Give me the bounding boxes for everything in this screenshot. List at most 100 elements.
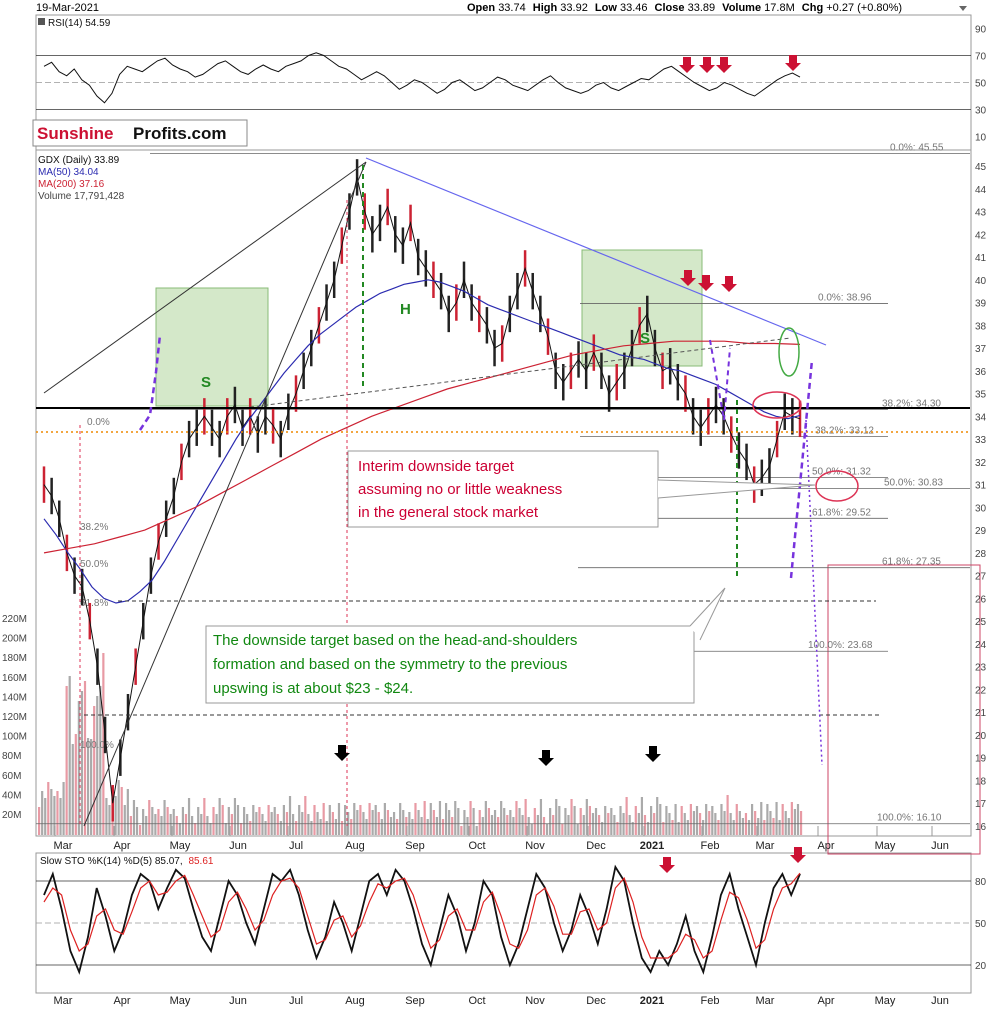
volume-bar <box>288 796 292 835</box>
volume-bar <box>555 799 558 835</box>
left-fib-label: 61.8% <box>80 598 108 609</box>
red-circle-target <box>815 470 859 502</box>
volume-bar <box>524 799 527 835</box>
red-circle-lows <box>752 391 802 419</box>
volume-bar <box>59 798 62 835</box>
high-value: 33.92 <box>560 2 588 14</box>
volume-bar <box>484 801 487 835</box>
volume-bar <box>542 817 546 835</box>
grid-lines <box>36 55 971 966</box>
volume-bar <box>570 799 573 835</box>
volume-bar <box>123 805 126 835</box>
volume-bar <box>417 810 420 835</box>
price-tick: 17 <box>975 799 987 810</box>
volume-bar <box>588 806 591 835</box>
left-fib-label: 100.0% <box>80 740 114 751</box>
volume-bar <box>38 807 41 835</box>
volume-bar <box>304 796 307 835</box>
sto-x-tick: Sep <box>405 995 425 1007</box>
volume-bar <box>224 823 227 835</box>
volume-bar <box>613 815 616 835</box>
sto-red-arrow <box>790 847 806 863</box>
volume-bar <box>86 738 90 835</box>
volume-bar <box>702 820 705 835</box>
volume-bar <box>135 807 139 835</box>
price-tick: 26 <box>975 594 987 605</box>
volume-bar <box>96 696 99 835</box>
volume-bar <box>634 806 637 835</box>
volume-bar <box>71 744 74 835</box>
price-tick: 33 <box>975 435 987 446</box>
fib-label: 50.0%: 30.83 <box>884 477 943 488</box>
price-tick: 22 <box>975 685 987 696</box>
volume-bar <box>705 804 708 835</box>
purple-swing-3 <box>789 359 814 579</box>
price-tick: 19 <box>975 754 987 765</box>
volume-bar <box>243 807 246 835</box>
volume-bar <box>227 807 230 835</box>
header-collapse-icon[interactable] <box>959 6 967 11</box>
volume-bar <box>506 815 509 835</box>
volume-bar <box>383 803 386 835</box>
volume-bar <box>194 823 197 835</box>
x-tick: 2021 <box>640 840 664 852</box>
volume-bar <box>374 805 377 835</box>
volume-bar <box>757 818 760 835</box>
hs-line-1: The downside target based on the head-an… <box>213 632 577 649</box>
price-tick: 44 <box>975 185 987 196</box>
volume-tick: 220M <box>2 614 27 625</box>
volume-bar <box>218 798 221 835</box>
volume-bar <box>90 739 93 835</box>
volume-bar <box>276 814 279 835</box>
x-tick: Feb <box>701 840 720 852</box>
price-tick: 20 <box>975 731 987 742</box>
volume-bar <box>671 820 674 835</box>
volume-bar <box>350 819 353 835</box>
volume-bar <box>790 802 793 835</box>
volume-bar <box>444 803 448 835</box>
sto-x-tick: Apr <box>817 995 834 1007</box>
logo: Sunshine Profits.com <box>32 119 248 147</box>
volume-tick: 60M <box>2 771 21 782</box>
volume-tick: 80M <box>2 751 21 762</box>
volume-bar <box>365 819 368 835</box>
volume-bar <box>236 805 240 835</box>
volume-bar <box>597 815 601 835</box>
sto-x-tick: Nov <box>525 995 545 1007</box>
volume-bar <box>44 798 47 835</box>
sto-x-tick: Jun <box>229 995 247 1007</box>
volume-bar <box>411 819 414 835</box>
volume-tick: 180M <box>2 653 27 664</box>
volume-bar <box>573 806 576 835</box>
volume-bar <box>249 821 252 835</box>
volume-bar <box>457 808 460 835</box>
volume-bar <box>291 814 295 835</box>
volume-black-arrow <box>645 746 661 762</box>
sto-x-tick: Dec <box>586 995 606 1007</box>
interim-line-1: Interim downside target <box>358 458 515 475</box>
volume-bar <box>169 814 172 835</box>
neckline <box>235 337 791 410</box>
price-tick: 41 <box>975 253 987 264</box>
price-line <box>43 177 801 804</box>
sto-x-tick: Mar <box>54 995 73 1007</box>
x-tick: Jun <box>229 840 247 852</box>
volume-bar <box>197 807 200 835</box>
volume-bar <box>582 815 585 835</box>
sto-legend-d: 85.61 <box>188 856 213 867</box>
rsi-red-arrow <box>679 57 695 73</box>
volume-bar <box>191 816 194 835</box>
volume-bar <box>279 821 282 835</box>
left-fib-label: 38.2% <box>80 522 108 533</box>
volume-black-arrow <box>334 745 350 761</box>
volume-bar <box>646 822 650 835</box>
rsi-tick: 30 <box>975 106 987 117</box>
ma50-line <box>43 279 801 604</box>
x-tick: Nov <box>525 840 545 852</box>
volume-bar <box>233 798 237 835</box>
volume-bar <box>763 820 766 835</box>
volume-bar <box>594 808 598 835</box>
volume-bar <box>209 823 212 835</box>
volume-bar <box>389 817 393 835</box>
